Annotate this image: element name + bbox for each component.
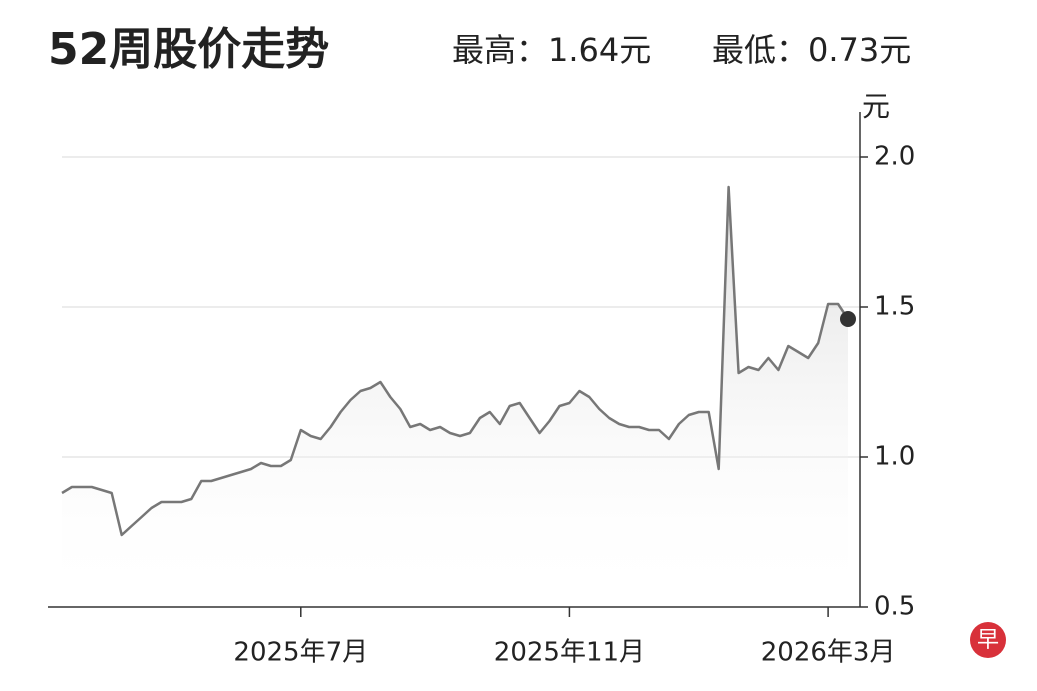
y-tick-label: 1.0 xyxy=(874,442,915,472)
y-tick-label: 0.5 xyxy=(874,592,915,622)
area xyxy=(62,187,848,607)
x-tick-label: 2025年11月 xyxy=(494,638,645,668)
y-tick-label: 2.0 xyxy=(874,142,915,172)
logo-badge xyxy=(970,622,1006,658)
price-line xyxy=(61,185,850,537)
high-label: 最高：1.64元 xyxy=(452,31,651,69)
chart-title: 52周股价走势 xyxy=(48,24,329,75)
x-tick-label: 2026年3月 xyxy=(761,638,896,668)
y-tick-label: 1.5 xyxy=(874,292,915,322)
last-point xyxy=(840,311,856,327)
y-unit: 元 xyxy=(862,90,890,123)
low-label: 最低：0.73元 xyxy=(712,31,911,69)
x-tick-label: 2025年7月 xyxy=(233,638,368,668)
logo: 早 xyxy=(977,628,999,653)
